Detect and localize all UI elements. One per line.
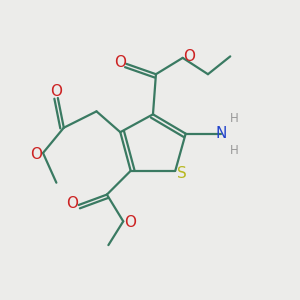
- Text: N: N: [216, 126, 227, 141]
- Text: S: S: [177, 166, 187, 181]
- Text: O: O: [50, 84, 62, 99]
- Text: O: O: [124, 215, 136, 230]
- Text: O: O: [183, 49, 195, 64]
- Text: O: O: [66, 196, 78, 211]
- Text: H: H: [230, 112, 239, 125]
- Text: H: H: [230, 143, 239, 157]
- Text: O: O: [31, 147, 43, 162]
- Text: O: O: [114, 55, 126, 70]
